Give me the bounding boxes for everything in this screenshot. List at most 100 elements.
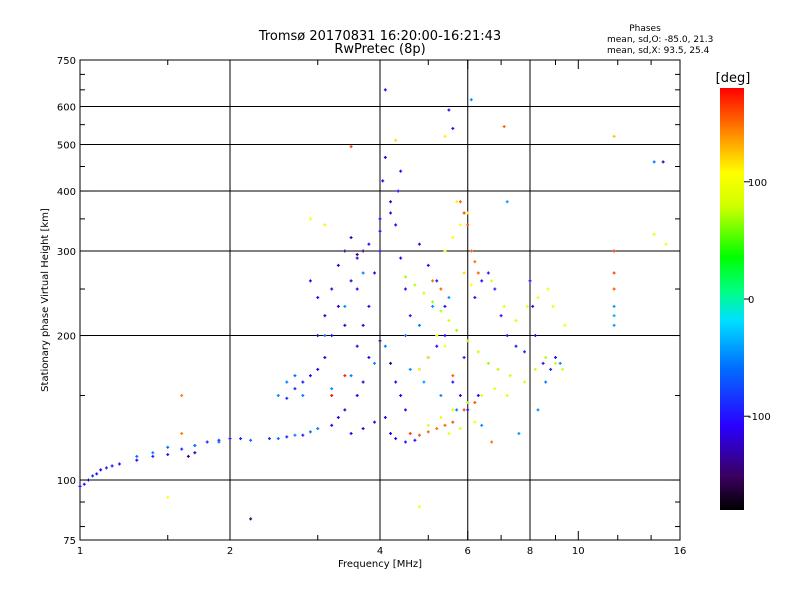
data-point bbox=[451, 236, 455, 240]
x-tick-label: 6 bbox=[465, 546, 471, 557]
x-tick-label: 4 bbox=[377, 546, 383, 557]
data-point bbox=[408, 432, 412, 436]
data-point bbox=[186, 454, 190, 458]
data-point bbox=[435, 344, 439, 348]
plot-area: 1 2 4 6 8 10 16 75 100 200 300 400 500 600 750 bbox=[57, 56, 686, 557]
data-point bbox=[553, 355, 557, 359]
data-point bbox=[505, 200, 509, 204]
data-point bbox=[367, 304, 371, 308]
data-point bbox=[544, 380, 548, 384]
data-point bbox=[505, 394, 509, 398]
y-tick-label: 200 bbox=[57, 332, 76, 343]
data-point bbox=[217, 440, 221, 444]
data-point bbox=[431, 304, 435, 308]
y-axis-label: Stationary phase Virtual Height [km] bbox=[40, 208, 51, 392]
data-point bbox=[336, 415, 340, 419]
data-point bbox=[361, 271, 365, 275]
stats-line-o: mean, sd,O: -85.0, 21.3 bbox=[607, 35, 713, 45]
data-point bbox=[249, 438, 253, 442]
data-point bbox=[293, 433, 297, 437]
data-point bbox=[462, 355, 466, 359]
data-point bbox=[343, 374, 347, 378]
data-point bbox=[383, 344, 387, 348]
data-point bbox=[308, 430, 312, 434]
y-tick-label: 75 bbox=[63, 536, 76, 547]
y-tick-label: 400 bbox=[57, 187, 76, 198]
data-point bbox=[451, 126, 455, 130]
data-point bbox=[403, 287, 407, 291]
data-point bbox=[151, 451, 155, 455]
data-point bbox=[399, 256, 403, 260]
data-point bbox=[544, 355, 548, 359]
data-point bbox=[403, 408, 407, 412]
data-point bbox=[612, 271, 616, 275]
data-point bbox=[336, 304, 340, 308]
data-point bbox=[166, 495, 170, 499]
data-point bbox=[652, 160, 656, 164]
data-point bbox=[316, 367, 320, 371]
data-point bbox=[462, 408, 466, 412]
colorbar: [deg] 100 0 -100 bbox=[716, 71, 771, 510]
data-point bbox=[661, 160, 665, 164]
data-point bbox=[99, 468, 103, 472]
y-tick-label: 100 bbox=[57, 476, 76, 487]
data-point bbox=[426, 263, 430, 267]
data-point bbox=[455, 408, 459, 412]
data-point bbox=[316, 427, 320, 431]
data-point bbox=[533, 334, 537, 338]
data-point bbox=[536, 408, 540, 412]
data-point bbox=[612, 314, 616, 318]
data-point bbox=[343, 408, 347, 412]
data-point bbox=[514, 344, 518, 348]
data-point bbox=[664, 242, 668, 246]
colorbar-tick-label: 100 bbox=[748, 178, 767, 189]
data-point bbox=[431, 300, 435, 304]
data-point bbox=[408, 314, 412, 318]
data-point bbox=[349, 236, 353, 240]
data-point bbox=[239, 437, 243, 441]
data-point bbox=[426, 355, 430, 359]
data-point bbox=[523, 380, 527, 384]
data-point bbox=[383, 88, 387, 92]
data-point bbox=[476, 394, 480, 398]
data-point bbox=[443, 249, 447, 253]
y-tick-label: 750 bbox=[57, 56, 76, 67]
x-axis-label: Frequency [MHz] bbox=[338, 559, 422, 570]
data-point bbox=[78, 484, 82, 488]
data-point bbox=[323, 334, 327, 338]
data-point bbox=[455, 200, 459, 204]
y-axis-ticks: 75 100 200 300 400 500 600 750 bbox=[57, 56, 680, 547]
stats-line-x: mean, sd,X: 93.5, 25.4 bbox=[607, 46, 710, 56]
data-point bbox=[285, 396, 289, 400]
data-point bbox=[403, 334, 407, 338]
data-point bbox=[476, 350, 480, 354]
data-point bbox=[349, 374, 353, 378]
data-point bbox=[378, 217, 382, 221]
data-point bbox=[403, 275, 407, 279]
y-tick-label: 600 bbox=[57, 103, 76, 114]
data-point bbox=[166, 453, 170, 457]
data-point bbox=[355, 256, 359, 260]
data-point bbox=[443, 304, 447, 308]
data-point bbox=[443, 344, 447, 348]
data-point bbox=[396, 189, 400, 193]
data-point bbox=[435, 427, 439, 431]
x-tick-label: 2 bbox=[227, 546, 233, 557]
data-point bbox=[378, 229, 382, 233]
data-point bbox=[180, 432, 184, 436]
data-point bbox=[517, 432, 521, 436]
data-point bbox=[553, 361, 557, 365]
data-point bbox=[383, 415, 387, 419]
data-point bbox=[301, 380, 305, 384]
data-point bbox=[135, 454, 139, 458]
data-point bbox=[652, 232, 656, 236]
data-point bbox=[493, 387, 497, 391]
data-point bbox=[293, 374, 297, 378]
data-point bbox=[316, 296, 320, 300]
data-point bbox=[355, 344, 359, 348]
data-point bbox=[443, 334, 447, 338]
data-point bbox=[276, 394, 280, 398]
data-point bbox=[389, 432, 393, 436]
x-tick-label: 8 bbox=[527, 546, 533, 557]
